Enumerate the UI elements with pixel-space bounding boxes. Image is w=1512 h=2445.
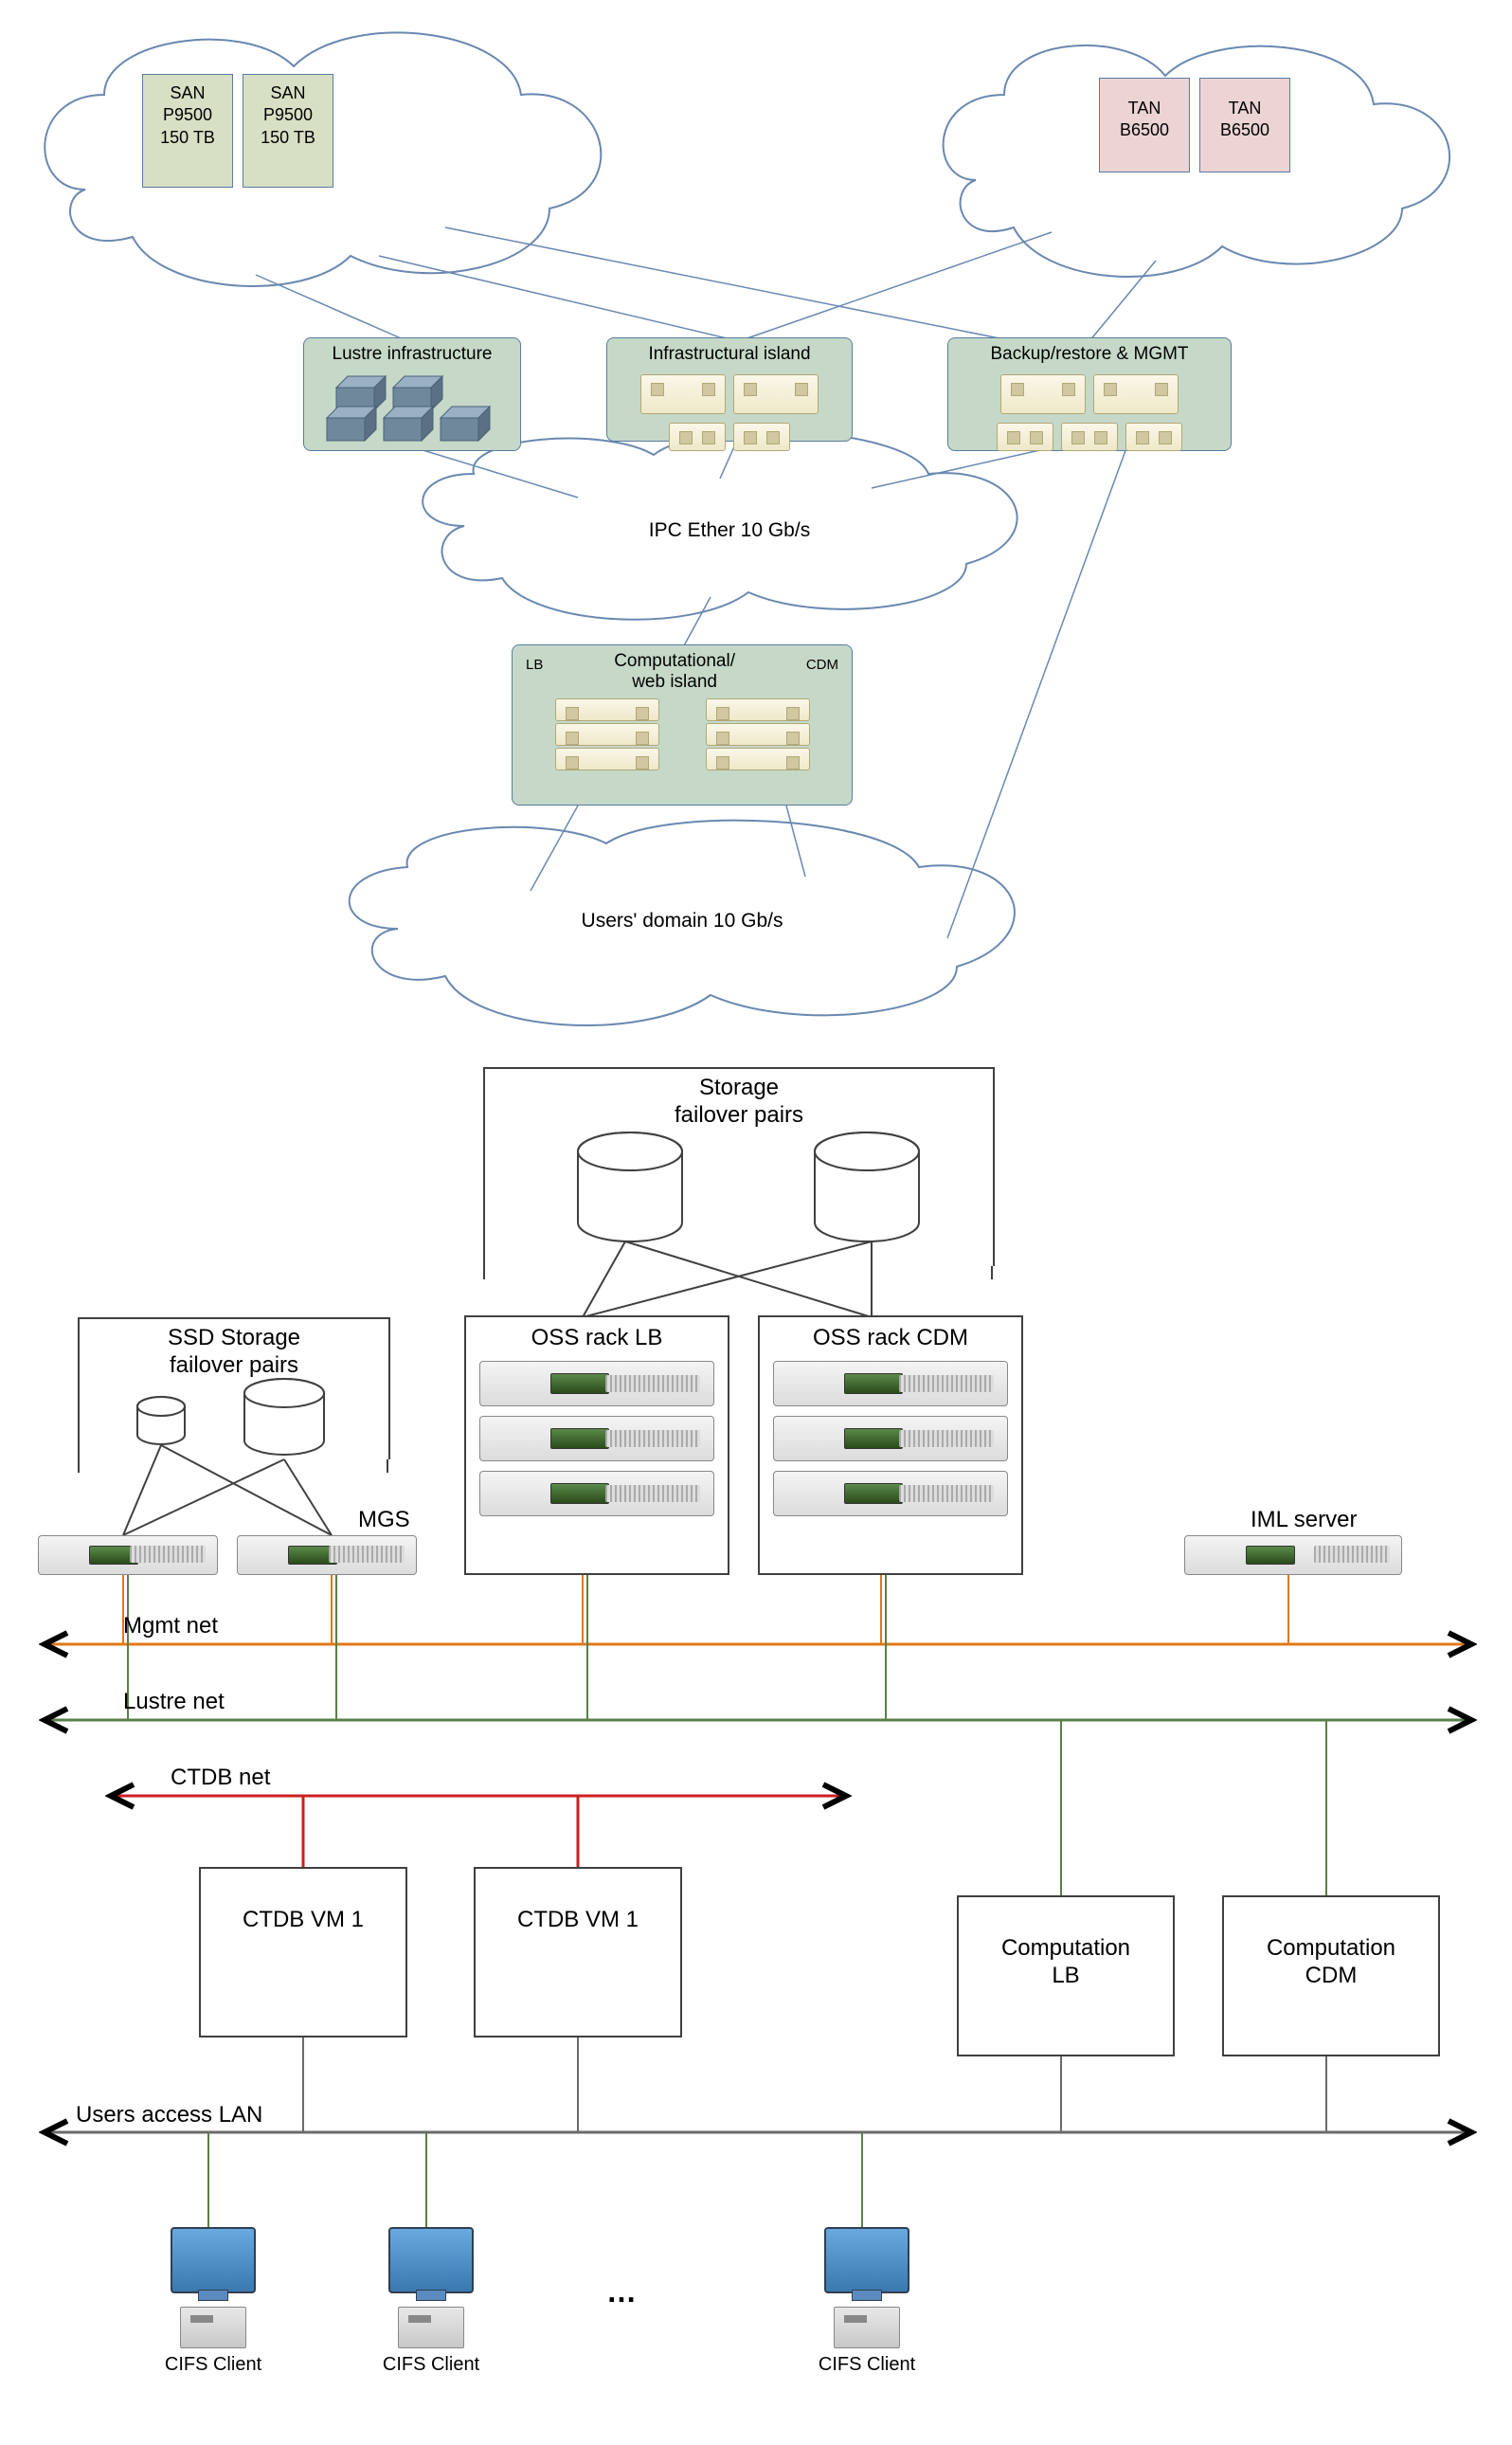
tan-box-2: TAN B6500 xyxy=(1199,78,1290,172)
oss-rack-lb-title: OSS rack LB xyxy=(466,1325,728,1351)
rack-blade-icon xyxy=(669,423,726,451)
rack-blade-icon xyxy=(706,748,810,770)
comp-island-title: Computational/ web island xyxy=(550,651,798,693)
lustre-net-label: Lustre net xyxy=(123,1689,225,1715)
rack-blade-icon xyxy=(555,723,659,746)
mgs-server-2 xyxy=(237,1535,417,1575)
ssd-disk-icon xyxy=(133,1395,189,1450)
rack-blade-icon xyxy=(640,374,726,414)
backup-island-title: Backup/restore & MGMT xyxy=(958,344,1221,365)
storage-disk-icon xyxy=(805,1128,928,1251)
ctdb-vm-1-title: CTDB VM 1 xyxy=(201,1869,405,1934)
lustre-island-title: Lustre infrastructure xyxy=(314,344,511,365)
tan-box-1: TAN B6500 xyxy=(1099,78,1190,172)
rack-blade-icon xyxy=(1093,374,1179,414)
rack-blade-icon xyxy=(733,374,819,414)
ssd-failover-title: SSD Storage failover pairs xyxy=(80,1325,388,1380)
cdm-label: CDM xyxy=(799,651,842,673)
san-box-2: SAN P9500 150 TB xyxy=(243,74,333,188)
rack-server-icon xyxy=(479,1471,714,1516)
computation-cdm: Computation CDM xyxy=(1222,1895,1440,2056)
ctdb-vm-2: CTDB VM 1 xyxy=(474,1867,682,2038)
rack-blade-icon xyxy=(706,723,810,746)
ctdb-net-label: CTDB net xyxy=(171,1765,270,1791)
rack-server-icon xyxy=(773,1416,1008,1461)
lb-label: LB xyxy=(522,651,550,673)
users-lan-label: Users access LAN xyxy=(76,2102,262,2128)
cifs-client-2: CIFS Client xyxy=(379,2227,483,2376)
storage-architecture-diagram: Storage failover pairs SSD Storage failo… xyxy=(19,1061,1493,2426)
ssd-failover-bracket: SSD Storage failover pairs xyxy=(78,1317,390,1459)
cifs-client-label: CIFS Client xyxy=(379,2354,483,2376)
ctdb-vm-1: CTDB VM 1 xyxy=(199,1867,407,2038)
rack-server-icon xyxy=(773,1361,1008,1406)
users-cloud-label: Users' domain 10 Gb/s xyxy=(531,910,834,933)
rack-server-icon xyxy=(479,1416,714,1461)
rack-blade-icon xyxy=(997,423,1053,451)
mgs-server-1 xyxy=(38,1535,218,1575)
lustre-island: Lustre infrastructure xyxy=(303,337,521,451)
oss-rack-cdm-title: OSS rack CDM xyxy=(760,1325,1021,1351)
rack-blade-icon xyxy=(706,698,810,721)
infra-island-title: Infrastructural island xyxy=(617,344,842,365)
cifs-client-label: CIFS Client xyxy=(161,2354,265,2376)
mgmt-net-label: Mgmt net xyxy=(123,1613,218,1639)
ipc-cloud-label: IPC Ether 10 Gb/s xyxy=(625,519,834,542)
lustre-servers-icon xyxy=(317,369,507,443)
backup-island: Backup/restore & MGMT xyxy=(947,337,1232,451)
infra-island: Infrastructural island xyxy=(606,337,853,442)
rack-server-icon xyxy=(773,1471,1008,1516)
iml-server xyxy=(1184,1535,1402,1575)
rack-blade-icon xyxy=(1000,374,1086,414)
rack-blade-icon xyxy=(1061,423,1118,451)
iml-label: IML server xyxy=(1251,1507,1357,1533)
cifs-client-label: CIFS Client xyxy=(815,2354,919,2376)
network-lines xyxy=(19,1061,1493,2426)
storage-failover-title: Storage failover pairs xyxy=(485,1075,993,1130)
rack-blade-icon xyxy=(555,698,659,721)
rack-blade-icon xyxy=(555,748,659,770)
rack-blade-icon xyxy=(1125,423,1182,451)
ctdb-vm-2-title: CTDB VM 1 xyxy=(476,1869,680,1934)
computation-lb-title: Computation LB xyxy=(959,1897,1173,1990)
network-topology-diagram: SAN P9500 150 TB SAN P9500 150 TB TAN B6… xyxy=(19,19,1493,1061)
oss-rack-cdm: OSS rack CDM xyxy=(758,1315,1023,1575)
rack-server-icon xyxy=(479,1361,714,1406)
comp-island: LB Computational/ web island CDM xyxy=(512,644,853,806)
computation-cdm-title: Computation CDM xyxy=(1224,1897,1438,1990)
storage-disk-icon xyxy=(568,1128,692,1251)
cifs-client-n: CIFS Client xyxy=(815,2227,919,2376)
cifs-client-1: CIFS Client xyxy=(161,2227,265,2376)
rack-blade-icon xyxy=(733,423,790,451)
mgs-label: MGS xyxy=(358,1507,410,1533)
ssd-disk-icon xyxy=(237,1376,332,1461)
san-box-1: SAN P9500 150 TB xyxy=(142,74,233,188)
oss-rack-lb: OSS rack LB xyxy=(464,1315,729,1575)
ellipsis: … xyxy=(606,2274,637,2309)
computation-lb: Computation LB xyxy=(957,1895,1175,2056)
